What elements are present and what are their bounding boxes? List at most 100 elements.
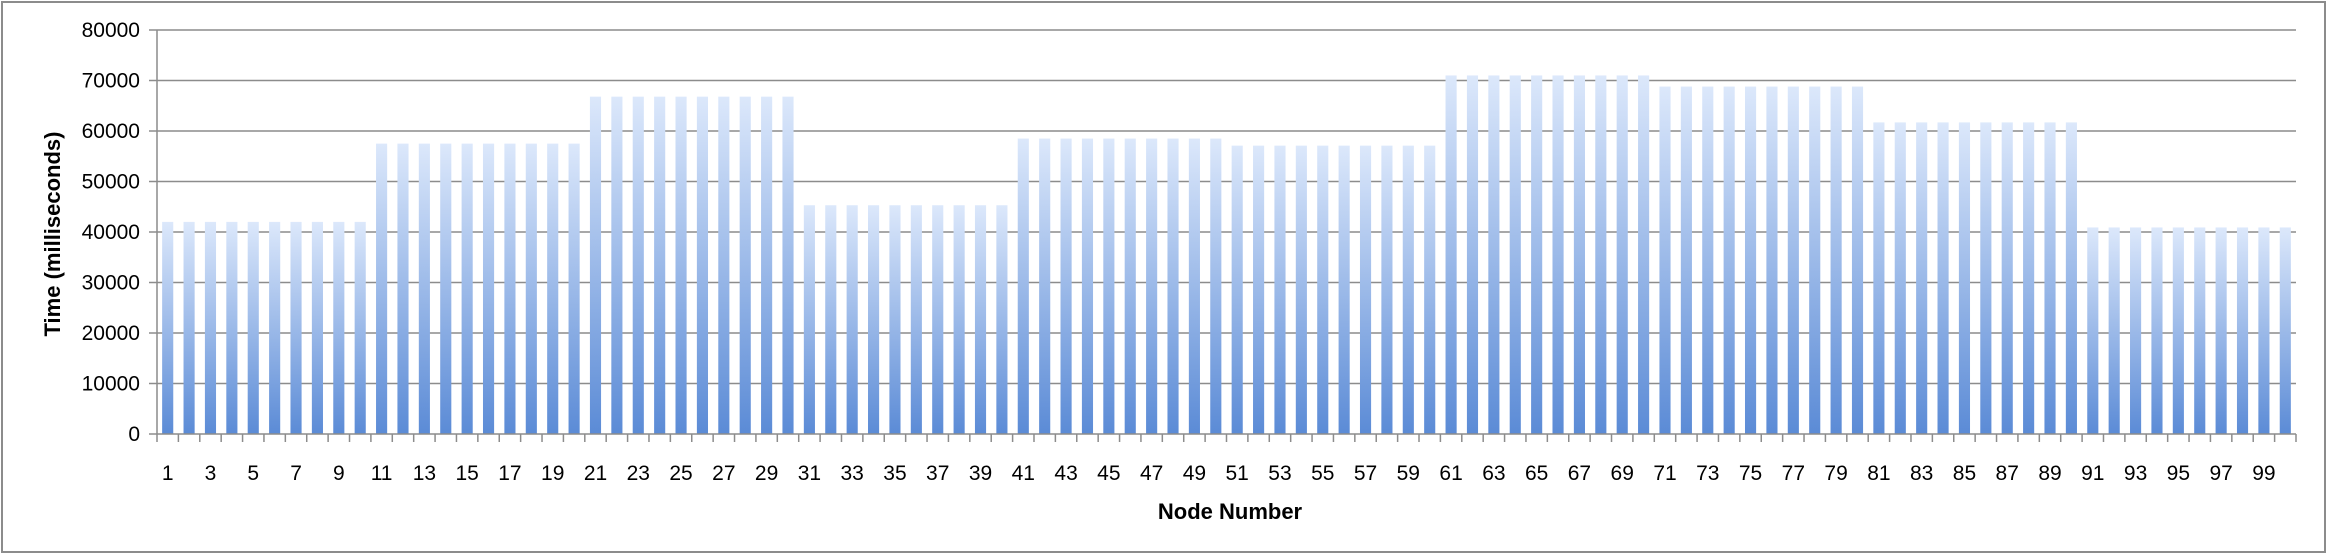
bar [782,96,794,434]
bar [183,221,195,434]
y-tick-label: 70000 [82,70,140,93]
x-tick-label: 43 [1054,462,1077,485]
bar [589,96,602,434]
bar [889,205,901,434]
x-tick-label: 57 [1354,462,1377,485]
bar [1274,145,1286,434]
y-tick-label: 20000 [82,322,140,345]
bar [1167,138,1179,434]
x-tick-label: 63 [1482,462,1505,485]
y-tick-label: 10000 [82,373,140,396]
bar [204,221,217,434]
x-tick-label: 5 [247,462,259,485]
bar [1595,75,1607,434]
bar [1873,122,1885,434]
bar [1616,75,1628,434]
bar [1210,138,1222,434]
x-tick-label: 49 [1183,462,1206,485]
bar [632,96,644,434]
x-tick-label: 89 [2038,462,2061,485]
bar [1445,75,1457,434]
x-tick-label: 3 [205,462,217,485]
x-tick-label: 95 [2167,462,2190,485]
bar [1638,75,1650,434]
y-tick-label: 50000 [82,171,140,194]
x-tick-label: 7 [290,462,302,485]
x-tick-label: 39 [969,462,992,485]
x-tick-label: 37 [926,462,949,485]
x-tick-label: 45 [1097,462,1120,485]
bar [2236,227,2249,434]
bar [525,143,537,434]
x-tick-label: 83 [1910,462,1933,485]
x-tick-label: 19 [541,462,564,485]
x-tick-label: 13 [413,462,436,485]
bar [2044,122,2056,434]
bar [1253,145,1265,434]
x-tick-label: 97 [2209,462,2232,485]
bar [290,221,302,434]
x-tick-label: 11 [371,462,393,485]
bar [2279,227,2291,434]
bar [718,96,730,434]
bar [825,205,837,434]
x-tick-label: 85 [1953,462,1976,485]
x-tick-label: 21 [584,462,607,485]
bar [1017,138,1029,434]
x-tick-label: 47 [1140,462,1163,485]
y-tick-label: 0 [128,423,140,446]
bar [1103,138,1115,434]
bar [1980,122,1992,434]
x-tick-label: 55 [1311,462,1334,485]
bar [1552,75,1564,434]
bar [333,221,345,434]
x-tick-label: 91 [2081,462,2104,485]
bar [376,143,388,434]
bar [1381,145,1393,434]
bar [1146,138,1158,434]
x-tick-label: 61 [1439,462,1462,485]
bar [2065,122,2077,434]
bar [1402,145,1414,434]
x-tick-label: 67 [1568,462,1591,485]
bar [910,205,922,434]
x-tick-label: 15 [455,462,478,485]
y-axis-title: Time (milliseconds) [40,132,65,337]
bar [1188,138,1200,434]
x-tick-label: 9 [333,462,345,485]
y-tick-label: 40000 [82,221,140,244]
bar [1916,122,1928,434]
x-tick-label: 25 [669,462,692,485]
bar [1659,86,1671,434]
axes [149,29,2297,442]
bar [2194,227,2206,434]
bar [761,96,773,434]
y-tick-labels: 0 10000 20000 30000 40000 50000 60000 70000 8000… [82,19,140,446]
x-tick-label: 71 [1653,462,1676,485]
x-tick-label: 23 [627,462,650,485]
bar [1958,122,1971,434]
bar [1766,86,1778,434]
x-tick-label: 53 [1268,462,1291,485]
bar [1317,145,1329,434]
x-tick-labels: 1 3 5 7 9 11 13 15 17 19 21 23 25 27 29 31 33 35 37 39 41 43 4… [162,462,2276,485]
x-tick-label: 75 [1739,462,1762,485]
x-tick-label: 73 [1696,462,1719,485]
bar [1039,138,1051,434]
bar [482,143,495,434]
bar [1466,75,1479,434]
bar [1124,138,1136,434]
x-tick-label: 41 [1012,462,1035,485]
bar [2151,227,2163,434]
bar [354,221,366,434]
bar [2258,227,2270,434]
bar [974,205,987,434]
bar [226,221,238,434]
bar [1060,138,1072,434]
bar [269,221,281,434]
gridlines [157,29,2296,385]
bar [311,221,323,434]
bar [2172,227,2184,434]
x-tick-label: 87 [1996,462,2019,485]
